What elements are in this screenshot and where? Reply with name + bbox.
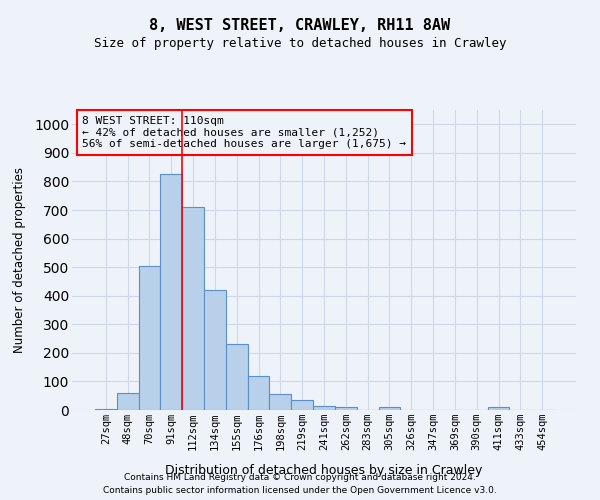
Text: Contains HM Land Registry data © Crown copyright and database right 2024.: Contains HM Land Registry data © Crown c… xyxy=(124,474,476,482)
Bar xyxy=(379,406,400,410)
Bar xyxy=(182,207,204,410)
Text: 8 WEST STREET: 110sqm
← 42% of detached houses are smaller (1,252)
56% of semi-d: 8 WEST STREET: 110sqm ← 42% of detached … xyxy=(82,116,406,149)
Bar xyxy=(117,393,139,410)
Bar xyxy=(269,394,291,410)
Bar xyxy=(226,344,248,410)
Bar xyxy=(160,174,182,410)
Bar xyxy=(95,408,117,410)
Bar xyxy=(291,400,313,410)
Bar xyxy=(488,407,509,410)
Bar xyxy=(204,290,226,410)
Bar xyxy=(248,376,269,410)
X-axis label: Distribution of detached houses by size in Crawley: Distribution of detached houses by size … xyxy=(166,464,482,477)
Text: Contains public sector information licensed under the Open Government Licence v3: Contains public sector information licen… xyxy=(103,486,497,495)
Bar xyxy=(313,406,335,410)
Bar xyxy=(139,266,160,410)
Y-axis label: Number of detached properties: Number of detached properties xyxy=(13,167,26,353)
Text: Size of property relative to detached houses in Crawley: Size of property relative to detached ho… xyxy=(94,38,506,51)
Text: 8, WEST STREET, CRAWLEY, RH11 8AW: 8, WEST STREET, CRAWLEY, RH11 8AW xyxy=(149,18,451,32)
Bar xyxy=(335,406,357,410)
